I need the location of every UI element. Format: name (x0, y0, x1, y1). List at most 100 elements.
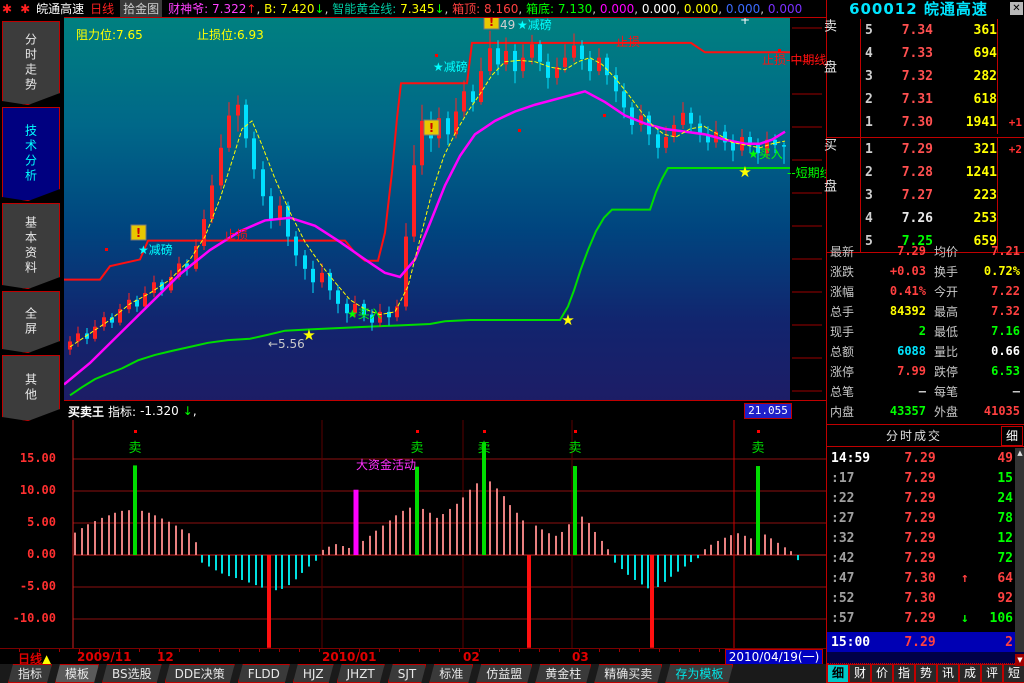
bottom-tab-10[interactable]: 黄金柱 (535, 664, 591, 683)
left-sidebar: 分时走势 技术分析 基本资料 全屏 其他 (0, 17, 64, 425)
mini-tab-5[interactable]: 讯 (937, 664, 959, 683)
bottom-tab-11[interactable]: 精确买卖 (594, 664, 662, 683)
buy-level-row[interactable]: 3 7.27 223 (861, 184, 1024, 207)
indicator-chart[interactable]: 卖 卖 卖 卖 卖大资金活动 (64, 420, 826, 648)
indicator-bar (469, 489, 471, 555)
field-label: 箱顶: (452, 2, 485, 16)
mini-tab-7[interactable]: 评 (981, 664, 1003, 683)
indicator-bar (322, 549, 324, 555)
sell-level-row[interactable]: 1 7.30 1941 +1 (861, 111, 1024, 134)
candlestick-chart[interactable]: ★ ★ ★!!! 阻力位:7.65 止损位:6.93 止损 止损 止损-中期线 49 ★减磅 ★减磅… (63, 13, 832, 401)
tick-row[interactable]: :47 7.30 ↑ 64 (827, 568, 1024, 588)
pin-icon: ✱ (20, 1, 31, 16)
scroll-up-icon[interactable]: ▲ (1017, 449, 1023, 457)
sidebar-item-3[interactable]: 全屏 (2, 291, 60, 353)
mini-tab-1[interactable]: 财 (849, 664, 871, 683)
field-value: 0.000 (599, 2, 635, 16)
buy-level-row[interactable]: 2 7.28 1241 (861, 161, 1024, 184)
level-extra (997, 161, 1022, 184)
tick-row[interactable]: :22 7.29 24 (827, 488, 1024, 508)
sell-level-row[interactable]: 4 7.33 694 (861, 42, 1024, 65)
mini-tab-6[interactable]: 成 (959, 664, 981, 683)
indicator-bar (607, 549, 609, 555)
sell-level-row[interactable]: 2 7.31 618 (861, 88, 1024, 111)
sell-level-row[interactable]: 3 7.32 282 (861, 65, 1024, 88)
tick-row[interactable]: :32 7.29 12 (827, 528, 1024, 548)
indicator-bar (94, 521, 96, 555)
stat-value: 6088 (897, 344, 926, 358)
mini-tab-0[interactable]: 细 (827, 664, 849, 683)
indicator-bar (208, 555, 210, 567)
sidebar-item-2[interactable]: 基本资料 (2, 203, 60, 289)
sidebar-item-0[interactable]: 分时走势 (2, 21, 60, 105)
sidebar-item-1[interactable]: 技术分析 (2, 107, 60, 201)
warning-icon: ! (483, 13, 500, 30)
level-price: 7.32 (901, 69, 933, 84)
star-icon: ★ (738, 163, 751, 181)
stat-value: 0.72% (983, 264, 1020, 278)
period-selector[interactable]: 日线▲ (18, 652, 52, 666)
buy-level-row[interactable]: 1 7.29 321 +2 (861, 138, 1024, 161)
bottom-tab-0[interactable]: 指标 (8, 664, 52, 683)
indicator-bar (348, 547, 350, 555)
buy-level-row[interactable]: 5 7.25 659 (861, 230, 1024, 253)
bottom-tab-7[interactable]: SJT (388, 664, 427, 683)
indicator-bar (647, 555, 649, 589)
tick-arrow: ↓ (961, 610, 969, 626)
mini-tab-8[interactable]: 短 (1003, 664, 1024, 683)
tick-row[interactable]: :27 7.29 78 (827, 508, 1024, 528)
indicator-bar (181, 529, 183, 555)
stats-row: 内盘 43357 外盘 41035 (827, 401, 1024, 421)
scrollbar[interactable]: ▲ ▼ (1015, 448, 1024, 666)
stat-value: 7.22 (991, 284, 1020, 298)
tick-row[interactable]: :17 7.29 15 (827, 468, 1024, 488)
indicator-bar (154, 515, 156, 555)
support-line (69, 166, 790, 397)
indicator-bar (677, 555, 679, 572)
bottom-tab-2[interactable]: BS选股 (102, 664, 162, 683)
mini-tab-2[interactable]: 价 (871, 664, 893, 683)
mini-tab-4[interactable]: 势 (915, 664, 937, 683)
tick-row[interactable]: :42 7.29 72 (827, 548, 1024, 568)
stat-value: 2 (918, 324, 926, 338)
bottom-tab-6[interactable]: JHZT (337, 664, 385, 683)
separator: , (760, 2, 768, 16)
indicator-bar (161, 518, 163, 555)
bottom-tab-5[interactable]: HJZ (293, 664, 334, 683)
indicator-bar (241, 555, 243, 580)
indicator-bar (328, 546, 330, 555)
buy-level-row[interactable]: 4 7.26 253 (861, 207, 1024, 230)
indicator-bar (581, 516, 583, 555)
indicator-bar (710, 544, 712, 555)
close-icon[interactable]: ✕ (1010, 2, 1023, 15)
bottom-tab-1[interactable]: 模板 (55, 664, 99, 683)
indicator-bar (342, 546, 344, 555)
level-price: 7.29 (901, 142, 933, 157)
indicator-bar (141, 510, 143, 555)
stat-label: 最新 (830, 244, 855, 259)
bottom-tab-12[interactable]: 存为模板 (665, 664, 733, 683)
sidebar-item-4[interactable]: 其他 (2, 355, 60, 421)
stock-title-bar: 600012 皖通高速 ✕ (826, 0, 1024, 18)
bottom-tab-4[interactable]: FLDD (238, 664, 290, 683)
tick-row-selected[interactable]: 15:00 7.29 2 (827, 632, 1024, 652)
tick-row[interactable]: :57 7.29 ↓ 106 (827, 608, 1024, 628)
tick-row[interactable]: 14:59 7.29 49 (827, 448, 1024, 468)
bottom-tab-8[interactable]: 标准 (429, 664, 473, 683)
indicator-bar (128, 510, 130, 555)
indicator-bar (657, 555, 659, 587)
mini-tab-3[interactable]: 指 (893, 664, 915, 683)
scroll-down-icon[interactable]: ▼ (1015, 654, 1024, 666)
detail-button[interactable]: 细 (1001, 425, 1023, 446)
view-mode-label[interactable]: 拾金图 (120, 0, 163, 17)
bottom-tab-3[interactable]: DDE决策 (165, 664, 235, 683)
indicator-name[interactable]: 买卖王 (68, 404, 105, 419)
stat-label: 内盘 (830, 404, 855, 419)
bottom-tab-9[interactable]: 仿益盟 (476, 664, 532, 683)
sell-level-row[interactable]: 5 7.34 361 (861, 19, 1024, 42)
tick-row[interactable]: :52 7.30 92 (827, 588, 1024, 608)
period-label[interactable]: 日线 (90, 2, 115, 16)
buy-order-book: 买盘 1 7.29 321 +2 2 7.28 1241 3 7.27 223 4 7.26 253 5 7… (821, 138, 1024, 253)
stat-label: 跌停 (934, 364, 959, 379)
indicator-bar (509, 505, 511, 555)
